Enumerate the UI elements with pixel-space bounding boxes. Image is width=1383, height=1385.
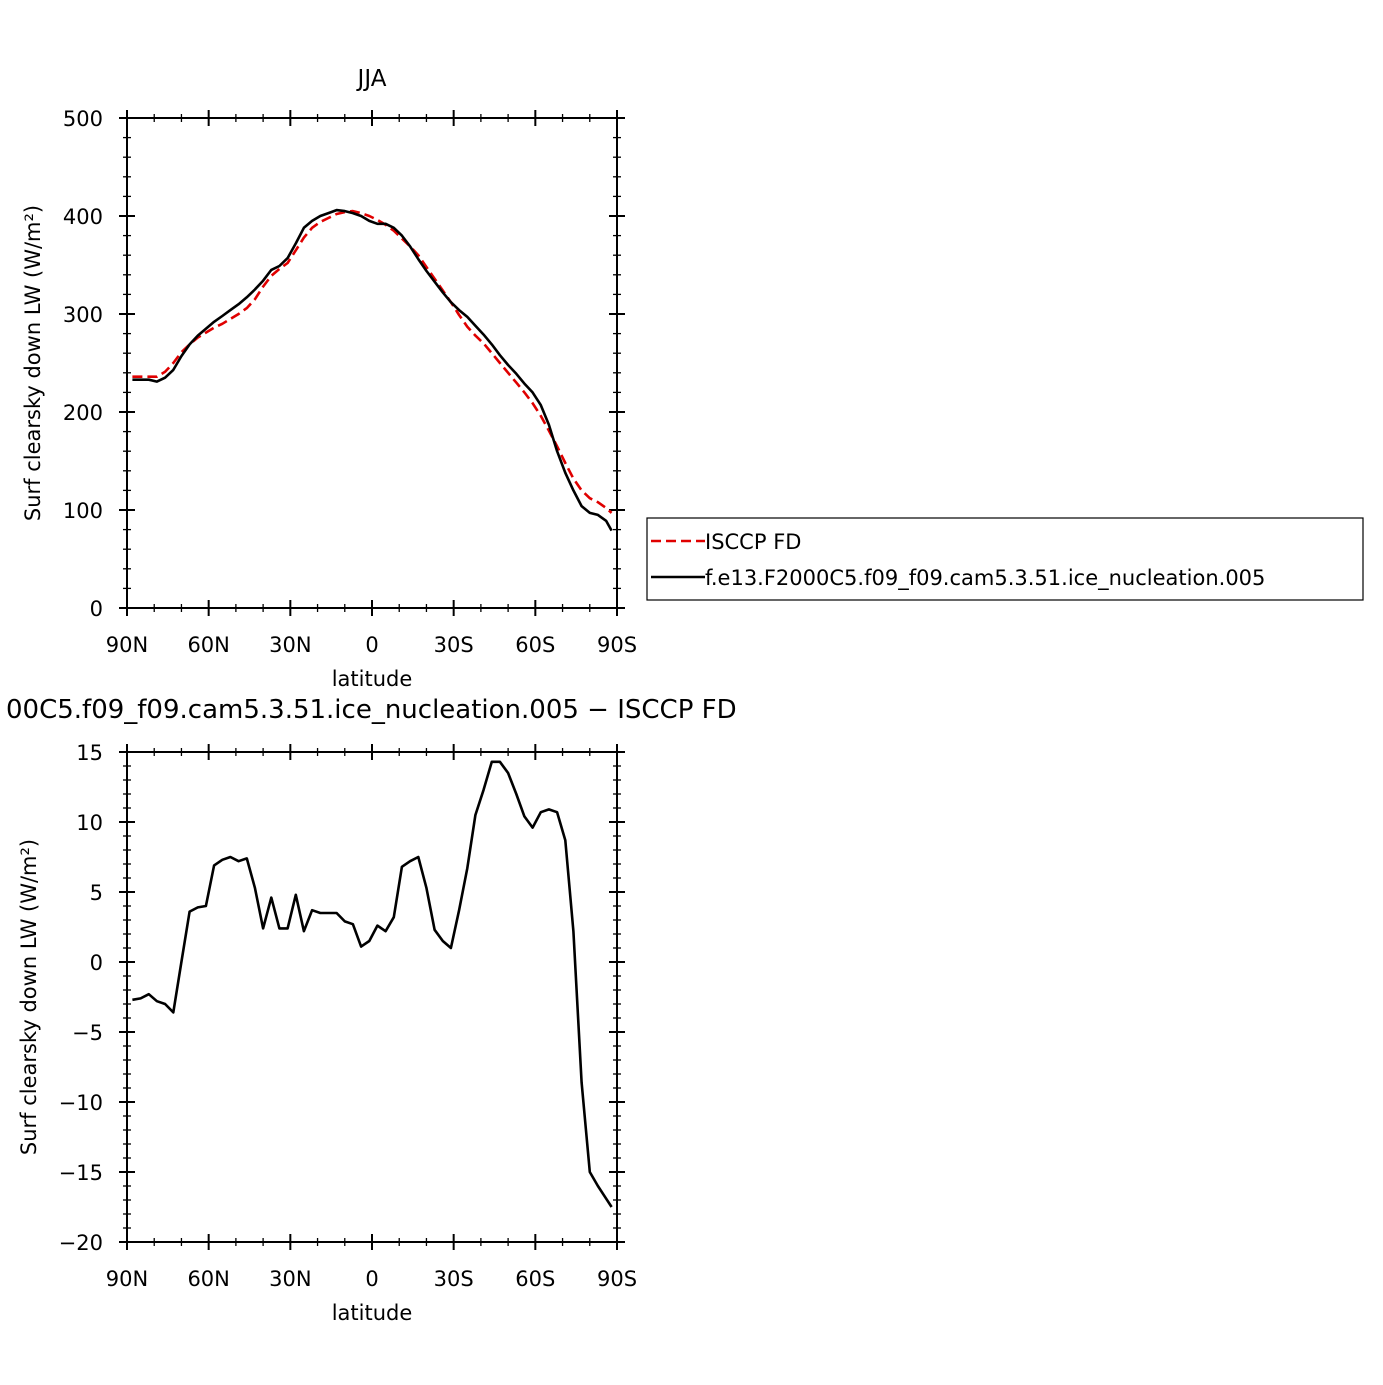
ytick-label: 15 bbox=[76, 741, 103, 765]
ytick-label: −10 bbox=[59, 1091, 103, 1115]
xtick-label: 90S bbox=[597, 1267, 637, 1291]
xtick-label: 60N bbox=[187, 1267, 229, 1291]
xtick-label: 30S bbox=[434, 633, 474, 657]
xtick-label: 90N bbox=[106, 633, 148, 657]
ytick-label: 10 bbox=[76, 811, 103, 835]
chart-bottom-ylabel: Surf clearsky down LW (W/m²) bbox=[17, 839, 41, 1155]
ytick-label: 300 bbox=[63, 303, 103, 327]
ytick-label: −15 bbox=[59, 1161, 103, 1185]
ytick-label: 100 bbox=[63, 499, 103, 523]
ytick-label: 200 bbox=[63, 401, 103, 425]
series-line-bottom-0 bbox=[132, 760, 613, 1208]
chart-bottom-plot-frame bbox=[126, 751, 618, 1243]
chart-bottom-series bbox=[132, 760, 613, 1208]
chart-top-legend: ISCCP FD f.e13.F2000C5.f09_f09.cam5.3.51… bbox=[646, 517, 1364, 601]
legend-label-isccp: ISCCP FD bbox=[705, 530, 801, 554]
ytick-label: 500 bbox=[63, 107, 103, 131]
chart-top-ticks bbox=[119, 110, 625, 616]
xtick-label: 60N bbox=[187, 633, 229, 657]
xtick-label: 90S bbox=[597, 633, 637, 657]
ytick-label: −20 bbox=[59, 1231, 103, 1255]
xtick-label: 90N bbox=[106, 1267, 148, 1291]
xtick-label: 0 bbox=[365, 1267, 378, 1291]
chart-top-plot-frame bbox=[126, 117, 618, 609]
legend-label-model: f.e13.F2000C5.f09_f09.cam5.3.51.ice_nucl… bbox=[705, 566, 1265, 591]
series-line-top-1 bbox=[132, 208, 613, 532]
chart-top-title: JJA bbox=[356, 66, 387, 92]
ytick-label: 0 bbox=[90, 951, 103, 975]
xtick-label: 60S bbox=[515, 633, 555, 657]
chart-top-tick-labels: 0 100 200 300 400 500 90N 60N 30N 0 30S 60S 90S bbox=[63, 107, 637, 657]
series-line-top-0 bbox=[132, 209, 613, 514]
xtick-label: 30N bbox=[269, 633, 311, 657]
xtick-label: 30N bbox=[269, 1267, 311, 1291]
chart-top-xlabel: latitude bbox=[332, 667, 413, 691]
chart-top-ylabel: Surf clearsky down LW (W/m²) bbox=[21, 205, 45, 521]
chart-bottom-xlabel: latitude bbox=[332, 1301, 413, 1325]
chart-bottom-title: 00C5.f09_f09.cam5.3.51.ice_nucleation.00… bbox=[6, 695, 737, 725]
ytick-label: −5 bbox=[72, 1021, 103, 1045]
ytick-label: 400 bbox=[63, 205, 103, 229]
xtick-label: 60S bbox=[515, 1267, 555, 1291]
chart-bottom-ticks bbox=[119, 744, 625, 1250]
xtick-label: 30S bbox=[434, 1267, 474, 1291]
legend-frame bbox=[646, 517, 1364, 601]
xtick-label: 0 bbox=[365, 633, 378, 657]
chart-bottom: 00C5.f09_f09.cam5.3.51.ice_nucleation.00… bbox=[6, 695, 737, 1325]
chart-top-series bbox=[132, 208, 613, 532]
ytick-label: 5 bbox=[90, 881, 103, 905]
ytick-label: 0 bbox=[90, 597, 103, 621]
